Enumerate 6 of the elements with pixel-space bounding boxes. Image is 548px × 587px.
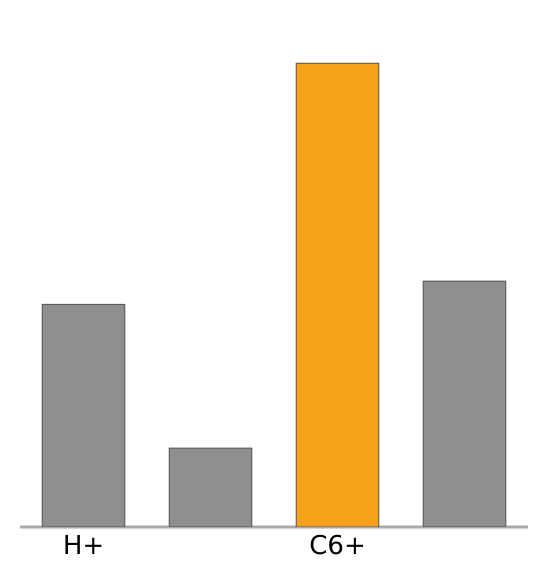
bar [422,280,506,527]
x-tick-label: H+ [62,531,104,561]
bar [42,304,126,527]
bar [168,448,252,527]
x-tick-label: C6+ [309,531,366,561]
bar [296,62,380,527]
